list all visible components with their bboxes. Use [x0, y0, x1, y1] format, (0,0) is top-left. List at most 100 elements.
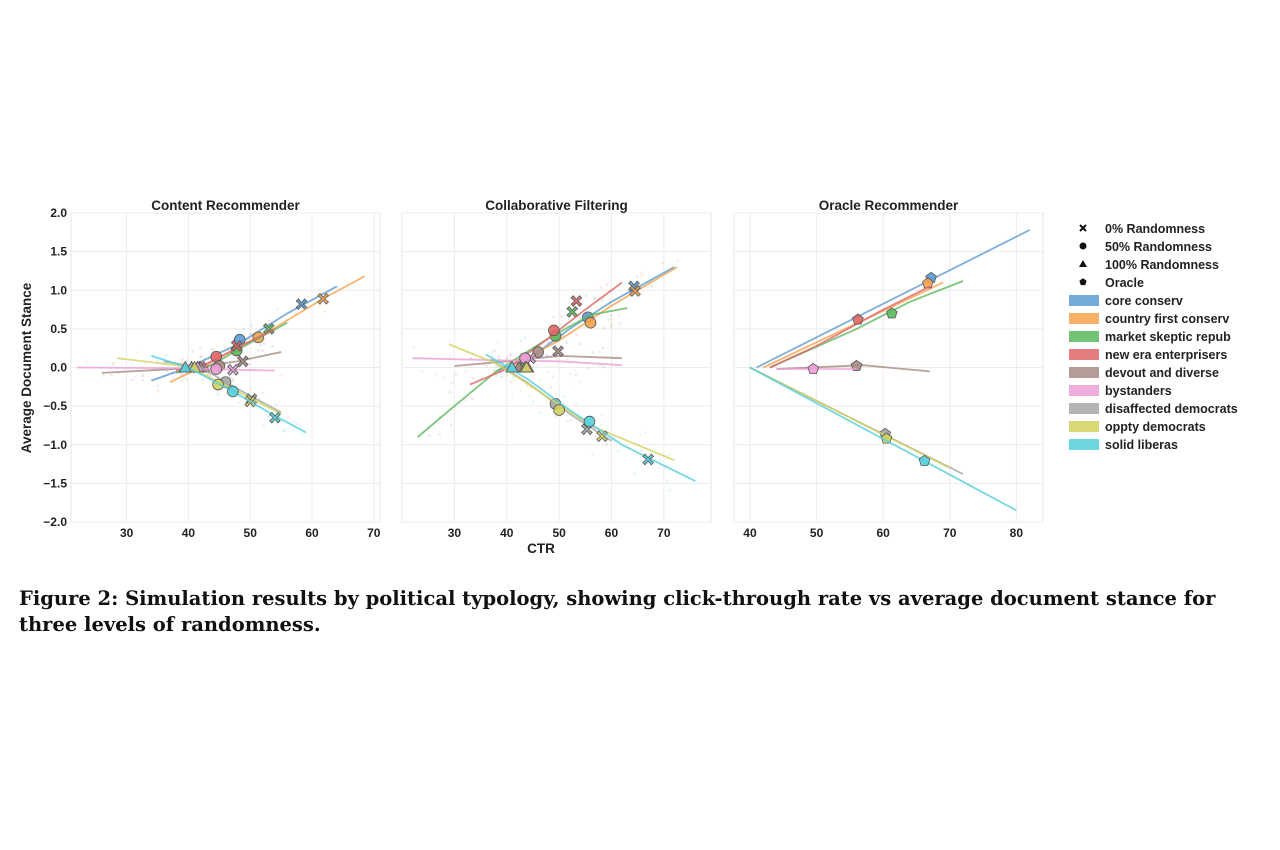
- y-axis-label: Average Document Stance: [19, 282, 34, 453]
- sample-dot: [591, 452, 595, 456]
- sample-dot: [602, 326, 606, 330]
- sample-dot: [292, 420, 296, 424]
- sample-dot: [156, 384, 160, 388]
- legend-label: 50% Randomness: [1105, 240, 1212, 254]
- x-tick-label: 30: [120, 526, 134, 540]
- sample-dot: [617, 313, 621, 317]
- y-tick-label: 0.0: [50, 361, 67, 375]
- sample-dot: [111, 361, 115, 365]
- sample-dot: [497, 354, 500, 358]
- sample-dot: [200, 377, 204, 381]
- sample-dot: [509, 352, 513, 356]
- data-point-pentagon: [852, 313, 864, 325]
- sample-dot: [212, 347, 215, 351]
- sample-dot: [519, 388, 523, 392]
- sample-dot: [112, 364, 116, 367]
- sample-dot: [635, 275, 639, 279]
- sample-dot: [572, 368, 576, 372]
- legend-label: disaffected democrats: [1105, 402, 1238, 416]
- sample-dot: [279, 374, 283, 378]
- sample-dot: [464, 369, 468, 373]
- sample-dot: [248, 363, 252, 366]
- sample-dot: [547, 370, 551, 374]
- sample-dot: [545, 398, 549, 402]
- x-tick-label: 60: [305, 526, 319, 540]
- sample-dot: [552, 316, 555, 319]
- sample-dot: [134, 374, 137, 378]
- sample-dot: [513, 379, 516, 383]
- legend-label: core conserv: [1105, 294, 1183, 308]
- sample-dot: [412, 345, 415, 349]
- y-tick-label: −1.0: [43, 438, 67, 452]
- legend-label: market skeptic repub: [1105, 330, 1231, 344]
- results-figure: Content Recommender 30 40 50 60 70 2.0 1.5 1.0 0.…: [19, 198, 1238, 556]
- x-axis-label: CTR: [527, 541, 555, 556]
- sample-dot: [639, 274, 643, 278]
- sample-dot: [259, 343, 263, 347]
- sample-dot: [287, 416, 290, 419]
- legend: 0% Randomness 50% Randomness 100% Randomne…: [1069, 222, 1238, 452]
- x-tick-label: 50: [552, 526, 566, 540]
- series-solid-liberas: [485, 353, 696, 482]
- sample-dot: [591, 350, 595, 354]
- sample-dot: [156, 389, 160, 393]
- sample-dot: [594, 435, 598, 438]
- y-tick-label: 1.0: [50, 283, 67, 297]
- sample-dot: [578, 380, 582, 383]
- sample-dot: [569, 372, 573, 376]
- sample-dot: [607, 318, 611, 322]
- series-line: [117, 357, 282, 415]
- sample-dot: [166, 364, 170, 368]
- sample-dot: [201, 380, 205, 384]
- sample-dot: [644, 431, 647, 435]
- legend-label: solid liberas: [1105, 438, 1178, 452]
- data-point-pentagon: [807, 362, 820, 375]
- sample-dot: [300, 432, 304, 436]
- legend-swatch: [1069, 349, 1099, 360]
- sample-dot: [238, 401, 241, 404]
- series-bystanders: [776, 362, 857, 375]
- data-point-circle: [584, 316, 597, 329]
- sample-dot: [610, 317, 614, 321]
- data-point-pentagon: [918, 454, 931, 466]
- series-oppty-democrats: [448, 343, 675, 462]
- legend-label: Oracle: [1105, 276, 1144, 290]
- x-tick-label: 30: [448, 526, 462, 540]
- sample-dot: [449, 423, 453, 427]
- sample-dot: [223, 346, 227, 349]
- sample-dot: [600, 414, 604, 418]
- sample-dot: [144, 362, 148, 366]
- sample-dot: [638, 433, 642, 437]
- legend-swatch: [1069, 367, 1099, 378]
- sample-dot: [549, 385, 553, 389]
- sample-dot: [171, 376, 175, 379]
- sample-dot: [131, 362, 135, 366]
- data-point-x: [295, 298, 308, 311]
- sample-dot: [575, 333, 579, 336]
- sample-dot: [523, 336, 527, 340]
- sample-dot: [232, 377, 235, 381]
- sample-dot: [546, 340, 549, 344]
- sample-dot: [539, 378, 543, 382]
- data-point-circle: [227, 385, 239, 398]
- sample-dot: [185, 358, 189, 361]
- sample-dot: [505, 373, 509, 377]
- sample-dot: [600, 299, 604, 303]
- sample-dot: [231, 378, 235, 382]
- sample-dot: [229, 375, 233, 379]
- sample-dot: [140, 374, 144, 378]
- legend-label: new era enterprisers: [1105, 348, 1227, 362]
- y-tick-label: −0.5: [43, 399, 67, 413]
- sample-dot: [135, 351, 139, 355]
- sample-dot: [667, 489, 671, 492]
- sample-dot: [602, 365, 605, 369]
- x-tick-label: 50: [810, 526, 824, 540]
- sample-dot: [182, 376, 186, 379]
- y-tick-label: 0.5: [50, 322, 67, 336]
- legend-label: oppty democrats: [1105, 420, 1206, 434]
- data-point-x: [642, 453, 655, 466]
- sample-dot: [180, 379, 184, 383]
- legend-label: bystanders: [1105, 384, 1172, 398]
- sample-dot: [142, 373, 145, 377]
- data-point-circle: [210, 363, 223, 375]
